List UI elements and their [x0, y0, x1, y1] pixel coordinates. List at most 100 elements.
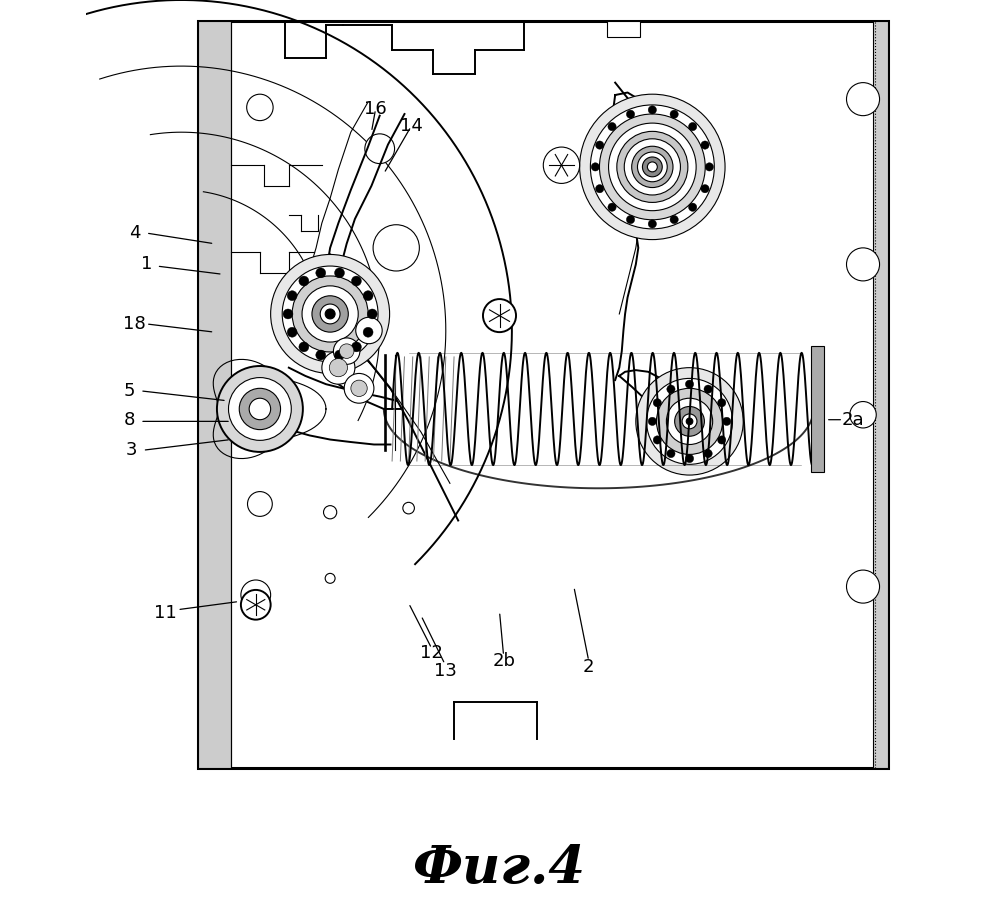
- Circle shape: [590, 105, 714, 229]
- Circle shape: [287, 328, 297, 337]
- Text: 2a: 2a: [842, 410, 864, 429]
- Circle shape: [704, 450, 712, 458]
- Text: 13: 13: [434, 662, 457, 680]
- Circle shape: [670, 216, 678, 224]
- Text: 16: 16: [365, 100, 387, 118]
- Circle shape: [352, 276, 362, 286]
- Circle shape: [352, 341, 362, 352]
- Circle shape: [287, 291, 297, 300]
- Circle shape: [283, 309, 293, 319]
- Bar: [607, 20, 640, 37]
- Bar: [198, 20, 888, 768]
- Circle shape: [356, 318, 383, 343]
- Text: 4: 4: [129, 224, 140, 242]
- Circle shape: [685, 454, 693, 463]
- Circle shape: [292, 276, 369, 352]
- Circle shape: [846, 570, 879, 603]
- Text: 5: 5: [124, 382, 135, 400]
- Circle shape: [701, 185, 709, 193]
- Circle shape: [608, 203, 616, 211]
- Circle shape: [624, 139, 680, 195]
- Circle shape: [637, 152, 667, 182]
- Circle shape: [682, 414, 697, 429]
- Text: 12: 12: [421, 644, 444, 662]
- Text: 14: 14: [400, 118, 423, 136]
- Circle shape: [299, 341, 309, 352]
- Circle shape: [403, 502, 415, 514]
- Circle shape: [247, 95, 273, 120]
- Circle shape: [656, 388, 722, 454]
- Circle shape: [608, 123, 696, 210]
- Circle shape: [653, 436, 661, 444]
- Text: 18: 18: [123, 315, 146, 333]
- Circle shape: [282, 266, 378, 362]
- Circle shape: [648, 106, 656, 114]
- Circle shape: [717, 398, 726, 407]
- Circle shape: [648, 417, 656, 425]
- Circle shape: [850, 401, 876, 428]
- Circle shape: [483, 299, 516, 332]
- Circle shape: [345, 374, 374, 403]
- Circle shape: [647, 162, 657, 172]
- Circle shape: [608, 122, 616, 130]
- Circle shape: [335, 268, 345, 278]
- Circle shape: [616, 131, 688, 202]
- Bar: [873, 20, 888, 768]
- Circle shape: [330, 359, 348, 376]
- Circle shape: [365, 134, 395, 163]
- Circle shape: [334, 338, 360, 364]
- Circle shape: [322, 351, 355, 384]
- Circle shape: [325, 309, 335, 319]
- Circle shape: [705, 162, 713, 171]
- Circle shape: [543, 147, 579, 184]
- Circle shape: [599, 114, 705, 219]
- Circle shape: [316, 268, 326, 278]
- Circle shape: [241, 590, 271, 620]
- Circle shape: [373, 225, 420, 271]
- Circle shape: [299, 276, 309, 286]
- Circle shape: [722, 417, 731, 425]
- Circle shape: [648, 219, 656, 228]
- Text: 2: 2: [583, 657, 594, 676]
- Text: Фиг.4: Фиг.4: [413, 843, 586, 894]
- Circle shape: [626, 110, 634, 118]
- Circle shape: [248, 491, 273, 516]
- Circle shape: [363, 291, 373, 300]
- Text: 2b: 2b: [493, 652, 515, 670]
- Circle shape: [686, 418, 693, 425]
- Circle shape: [249, 398, 271, 420]
- Circle shape: [302, 285, 359, 342]
- Circle shape: [704, 385, 712, 393]
- Circle shape: [846, 248, 879, 281]
- Circle shape: [340, 344, 354, 358]
- Circle shape: [646, 378, 732, 465]
- Circle shape: [631, 146, 673, 187]
- Circle shape: [217, 366, 303, 452]
- Circle shape: [324, 506, 337, 519]
- Circle shape: [670, 110, 678, 118]
- Text: 11: 11: [154, 604, 176, 622]
- Circle shape: [642, 157, 662, 177]
- Circle shape: [846, 83, 879, 116]
- Circle shape: [316, 350, 326, 360]
- Circle shape: [595, 141, 603, 150]
- Circle shape: [579, 95, 725, 240]
- Circle shape: [674, 407, 704, 436]
- Text: 1: 1: [141, 255, 153, 274]
- Circle shape: [666, 398, 712, 444]
- Circle shape: [241, 580, 271, 610]
- Circle shape: [312, 296, 349, 332]
- Circle shape: [688, 122, 696, 130]
- Circle shape: [239, 388, 281, 430]
- Circle shape: [595, 185, 603, 193]
- Text: 3: 3: [126, 442, 138, 459]
- Circle shape: [635, 367, 743, 475]
- Circle shape: [666, 385, 675, 393]
- Circle shape: [271, 254, 390, 374]
- Circle shape: [701, 141, 709, 150]
- Circle shape: [229, 377, 292, 441]
- Bar: [198, 20, 231, 768]
- Circle shape: [666, 450, 675, 458]
- Circle shape: [685, 380, 693, 388]
- Circle shape: [626, 216, 634, 224]
